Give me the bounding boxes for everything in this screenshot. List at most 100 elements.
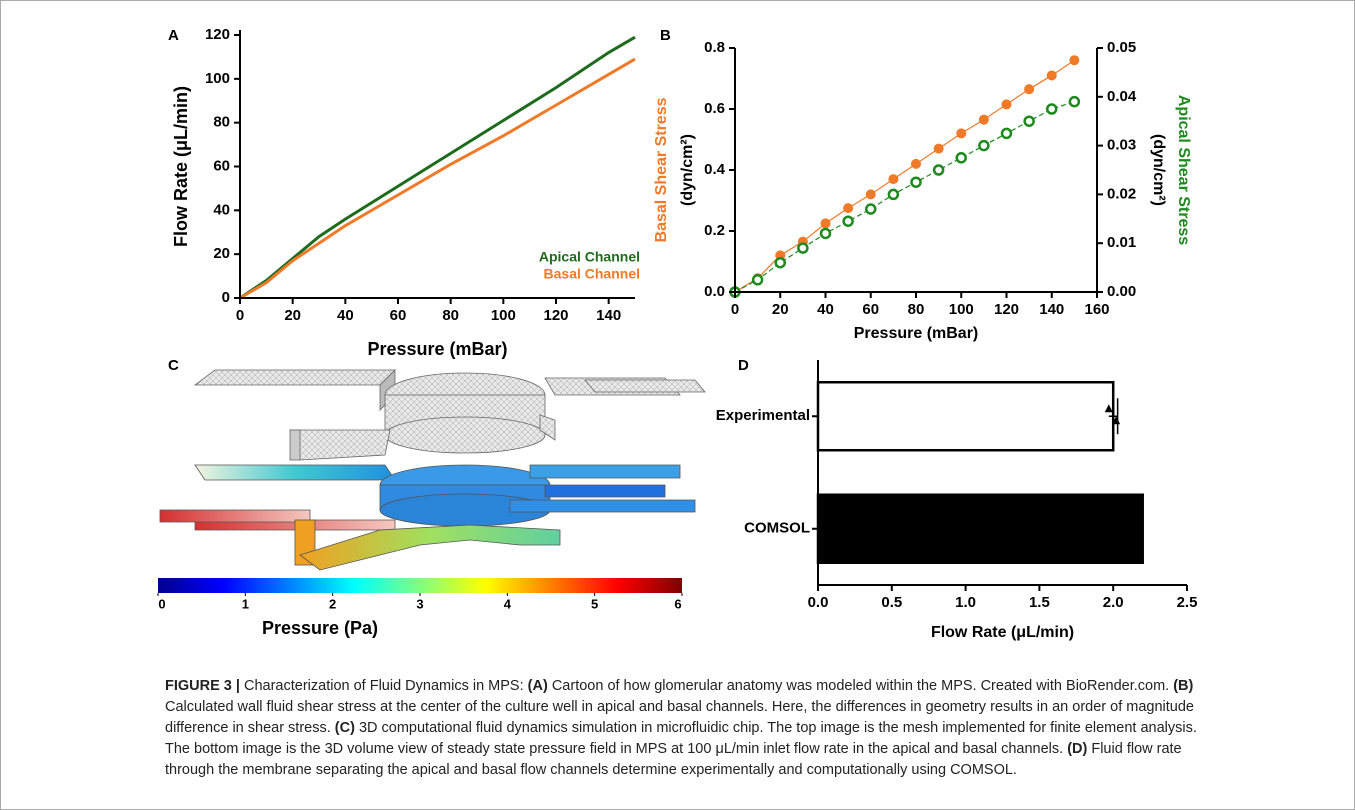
x-tick-label: 100 <box>949 301 974 318</box>
y2-tick-label: 0.03 <box>1107 137 1136 154</box>
x-tick-label: 80 <box>442 307 459 324</box>
caption-run: Characterization of Fluid Dynamics in MP… <box>240 678 528 694</box>
legend-entry: Basal Channel <box>544 266 640 282</box>
x-tick-label: 1.0 <box>955 594 976 611</box>
x-tick-label: 60 <box>862 301 879 318</box>
caption-run: (B) <box>1173 678 1193 694</box>
x-tick-label: 1.5 <box>1029 594 1050 611</box>
data-point <box>844 217 853 226</box>
data-point <box>1025 117 1034 126</box>
y-tick-label: 0 <box>222 289 230 306</box>
panel-label: B <box>660 27 671 44</box>
x-tick-label: 0 <box>158 596 165 611</box>
x-tick-label: 0.5 <box>881 594 902 611</box>
y-axis-title: Flow Rate (μL/min) <box>171 86 191 247</box>
caption-run: (C) <box>335 720 355 736</box>
x-tick-label: 20 <box>772 301 789 318</box>
x-axis-title: Pressure (mBar) <box>854 325 979 342</box>
x-tick-label: 80 <box>908 301 925 318</box>
mesh-render <box>195 370 705 460</box>
bar <box>818 495 1143 563</box>
caption-run: (D) <box>1067 741 1087 757</box>
data-point <box>866 205 875 214</box>
data-point <box>1070 97 1079 106</box>
data-line <box>735 60 1074 292</box>
page: A B C D Apical ChannelBasal Channel02040… <box>0 0 1355 810</box>
caption: FIGURE 3 | Characterization of Fluid Dyn… <box>165 676 1205 781</box>
x-tick-label: 40 <box>337 307 354 324</box>
data-point <box>1002 99 1012 109</box>
data-point <box>798 244 807 253</box>
data-point <box>1047 70 1057 80</box>
y-axis-title: Basal Shear Stress <box>653 97 670 242</box>
x-tick-label: 160 <box>1084 301 1109 318</box>
caption-run: FIGURE 3 | <box>165 678 240 694</box>
x-axis-title: Pressure (Pa) <box>262 618 378 638</box>
x-tick-label: 4 <box>504 596 512 611</box>
colorbar <box>158 578 682 593</box>
x-tick-label: 2.0 <box>1103 594 1124 611</box>
x-tick-label: 0 <box>236 307 244 324</box>
x-tick-label: 120 <box>994 301 1019 318</box>
y2-tick-label: 0.01 <box>1107 234 1136 251</box>
y2-axis-title: Apical Shear Stress <box>1175 95 1192 245</box>
x-axis-title: Pressure (mBar) <box>367 339 507 359</box>
y-tick-label: 0.2 <box>704 222 725 239</box>
data-point <box>889 190 898 199</box>
data-point <box>843 203 853 213</box>
data-point <box>957 153 966 162</box>
data-point <box>956 128 966 138</box>
y2-tick-label: 0.00 <box>1107 283 1136 300</box>
y-tick-label: 120 <box>205 26 230 43</box>
caption-run: (A) <box>528 678 548 694</box>
data-point <box>934 144 944 154</box>
y-axis-title: (dyn/cm²) <box>679 134 696 206</box>
data-point <box>753 275 762 284</box>
bar <box>818 382 1113 450</box>
y-tick-label: 0.4 <box>704 161 726 178</box>
panel-label: D <box>738 357 749 374</box>
y-tick-label: 100 <box>205 70 230 87</box>
x-tick-label: 140 <box>596 307 621 324</box>
y2-tick-label: 0.02 <box>1107 185 1136 202</box>
data-point <box>979 115 989 125</box>
data-point <box>776 258 785 267</box>
data-point <box>1024 84 1034 94</box>
data-point <box>1069 55 1079 65</box>
data-point <box>866 189 876 199</box>
y-tick-label: 80 <box>213 114 230 131</box>
y2-tick-label: 0.04 <box>1107 88 1137 105</box>
x-tick-label: 60 <box>390 307 407 324</box>
x-tick-label: 140 <box>1039 301 1064 318</box>
panel-label: A <box>168 27 179 44</box>
y-tick-label: 40 <box>213 201 230 218</box>
data-point <box>821 218 831 228</box>
y-tick-label: 0.0 <box>704 283 725 300</box>
x-tick-label: 0.0 <box>808 594 829 611</box>
x-tick-label: 100 <box>491 307 516 324</box>
panel-label: C <box>168 357 179 374</box>
data-point <box>1002 129 1011 138</box>
x-axis-title: Flow Rate (μL/min) <box>931 624 1074 641</box>
data-point <box>888 174 898 184</box>
y-tick-label: COMSOL <box>744 520 810 537</box>
y-tick-label: 0.6 <box>704 100 725 117</box>
caption-run: Cartoon of how glomerular anatomy was mo… <box>548 678 1173 694</box>
x-tick-label: 2.5 <box>1177 594 1198 611</box>
y-tick-label: 60 <box>213 157 230 174</box>
y-tick-label: Experimental <box>716 407 810 424</box>
data-point <box>912 178 921 187</box>
x-tick-label: 5 <box>591 596 598 611</box>
x-tick-label: 40 <box>817 301 834 318</box>
y-tick-label: 20 <box>213 245 230 262</box>
data-point <box>979 141 988 150</box>
x-tick-label: 2 <box>329 596 336 611</box>
data-point <box>934 166 943 175</box>
x-tick-label: 0 <box>731 301 739 318</box>
y2-axis-title: (dyn/cm²) <box>1150 134 1167 206</box>
y-tick-label: 0.8 <box>704 39 725 56</box>
x-tick-label: 20 <box>284 307 301 324</box>
pressure-render <box>160 465 695 570</box>
x-tick-label: 6 <box>674 596 681 611</box>
